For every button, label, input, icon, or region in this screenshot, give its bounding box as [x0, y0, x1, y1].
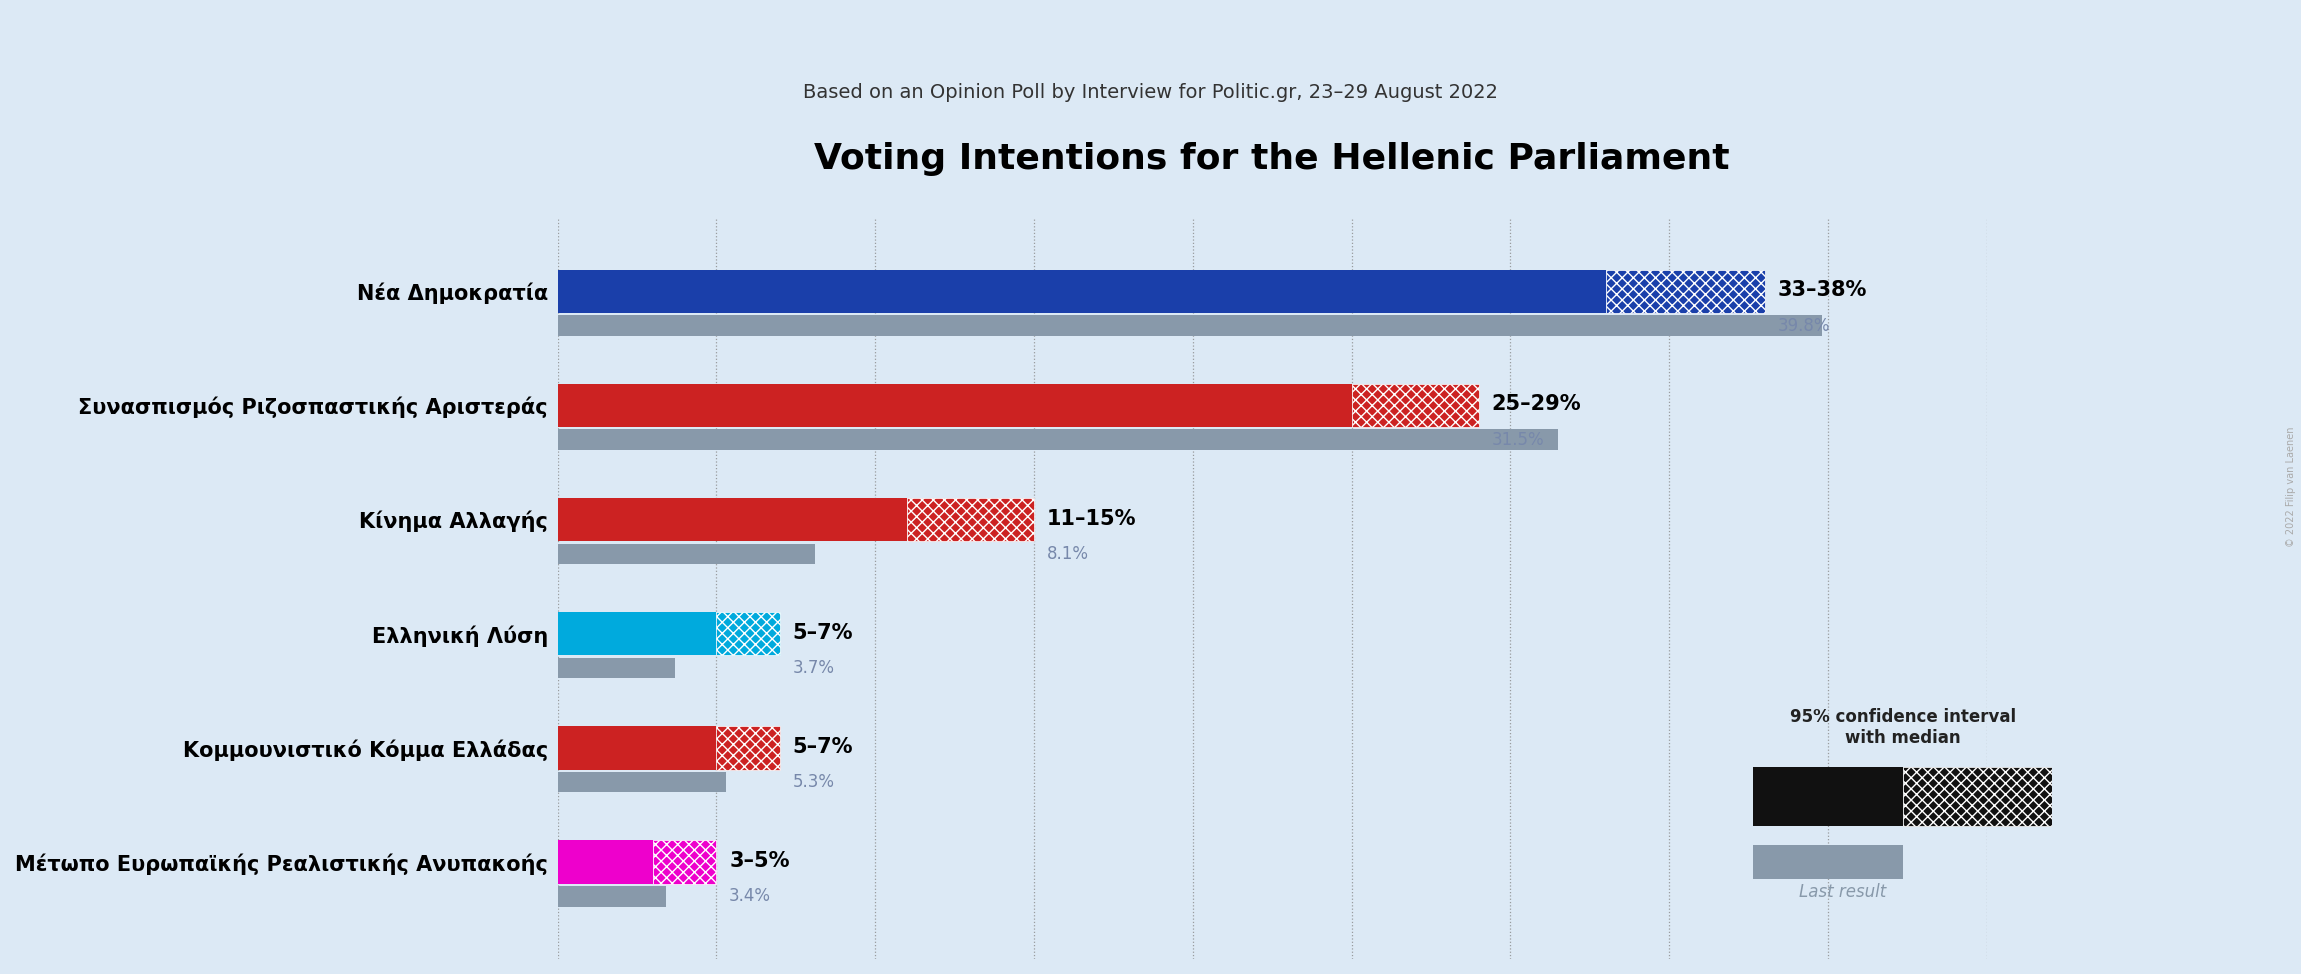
Bar [557, 727, 716, 769]
Text: © 2022 Filip van Laenen: © 2022 Filip van Laenen [2287, 427, 2296, 547]
Bar [907, 498, 1033, 542]
Text: 3.7%: 3.7% [792, 659, 835, 677]
Text: Based on an Opinion Poll by Interview for Politic.gr, 23–29 August 2022: Based on an Opinion Poll by Interview fo… [803, 83, 1498, 102]
Bar [653, 841, 716, 883]
Bar [1606, 270, 1765, 313]
Bar [1903, 768, 2052, 826]
Bar [1753, 768, 1903, 826]
Bar [716, 727, 780, 769]
Text: 5–7%: 5–7% [792, 736, 854, 757]
Text: 5–7%: 5–7% [792, 622, 854, 643]
Text: 5.3%: 5.3% [792, 773, 835, 791]
Bar [557, 316, 1822, 336]
Bar [557, 498, 907, 542]
Bar [557, 270, 1606, 313]
Text: 31.5%: 31.5% [1491, 431, 1544, 449]
Bar [557, 430, 1558, 450]
Bar [1351, 384, 1480, 428]
Text: 3–5%: 3–5% [729, 851, 789, 871]
Text: 11–15%: 11–15% [1047, 508, 1137, 529]
Bar [557, 657, 674, 678]
Title: Voting Intentions for the Hellenic Parliament: Voting Intentions for the Hellenic Parli… [815, 141, 1730, 175]
Text: 39.8%: 39.8% [1776, 317, 1829, 335]
Bar [557, 612, 716, 656]
Text: Last result: Last result [1799, 883, 1887, 901]
Bar [557, 886, 665, 907]
Text: 95% confidence interval
with median: 95% confidence interval with median [1790, 708, 2016, 747]
Bar [557, 771, 725, 793]
Text: 3.4%: 3.4% [729, 887, 771, 905]
Bar [557, 384, 1351, 428]
Bar [716, 612, 780, 656]
Text: 8.1%: 8.1% [1047, 544, 1088, 563]
Text: 25–29%: 25–29% [1491, 394, 1581, 414]
Bar [557, 543, 815, 564]
Bar [1753, 845, 1903, 880]
Text: 33–38%: 33–38% [1776, 281, 1866, 300]
Bar [557, 841, 653, 883]
